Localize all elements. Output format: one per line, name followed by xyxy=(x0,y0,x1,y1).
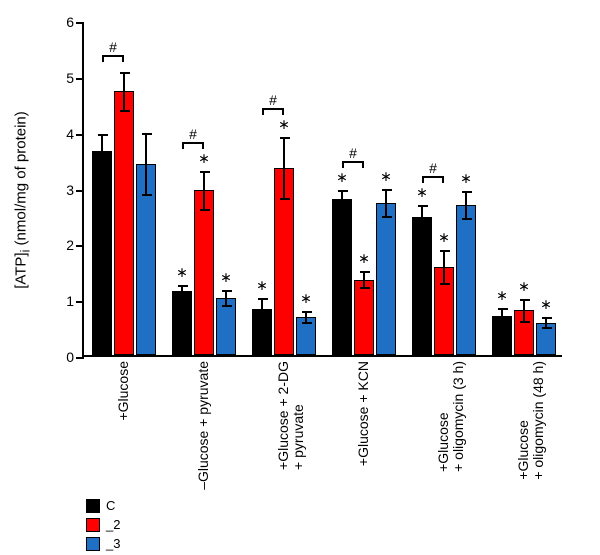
significance-hash: # xyxy=(189,126,197,142)
y-tick-label: 0 xyxy=(66,349,74,365)
legend-label: _2 xyxy=(106,517,120,532)
significance-hash: # xyxy=(349,145,357,161)
x-category-label: –Glucose + pyruvate xyxy=(196,361,211,490)
bar xyxy=(92,151,112,355)
y-tick xyxy=(76,134,84,136)
significance-star: ∗ xyxy=(336,169,348,186)
bar xyxy=(354,280,374,355)
significance-bracket: # xyxy=(182,142,204,149)
error-bar xyxy=(283,137,285,198)
bar xyxy=(114,91,134,355)
significance-star: ∗ xyxy=(496,287,508,304)
significance-bracket: # xyxy=(422,176,444,183)
figure: 0123456#+Glucose∗∗∗#–Glucose + pyruvate∗… xyxy=(0,0,600,550)
significance-star: ∗ xyxy=(256,277,268,294)
error-bar xyxy=(261,298,263,320)
error-bar xyxy=(501,308,503,325)
significance-star: ∗ xyxy=(278,116,290,133)
error-bar xyxy=(203,171,205,210)
significance-star: ∗ xyxy=(416,184,428,201)
y-tick xyxy=(76,245,84,247)
significance-bracket: # xyxy=(342,161,364,168)
error-bar xyxy=(123,72,125,111)
legend-label: C xyxy=(106,498,115,513)
error-bar xyxy=(385,189,387,217)
significance-star: ∗ xyxy=(518,278,530,295)
y-tick-label: 2 xyxy=(66,237,74,253)
significance-star: ∗ xyxy=(300,290,312,307)
error-bar xyxy=(443,250,445,284)
y-tick xyxy=(76,190,84,192)
bar xyxy=(172,291,192,355)
x-category-label: +Glucose+ oligomycin (48 h) xyxy=(516,361,547,480)
bar xyxy=(376,203,396,355)
significance-star: ∗ xyxy=(220,269,232,286)
significance-hash: # xyxy=(429,160,437,176)
significance-star: ∗ xyxy=(358,250,370,267)
error-bar xyxy=(225,290,227,307)
significance-bracket: # xyxy=(102,55,124,62)
x-category-label: +Glucose+ oligomycin (3 h) xyxy=(436,361,467,472)
error-bar xyxy=(305,311,307,322)
y-tick xyxy=(76,357,84,359)
x-category-label: +Glucose + 2-DG+ pyruvate xyxy=(276,361,307,470)
legend-swatch xyxy=(86,537,100,551)
bar xyxy=(332,199,352,355)
legend-item: C xyxy=(86,498,120,513)
bar xyxy=(412,217,432,355)
y-tick-label: 1 xyxy=(66,293,74,309)
y-axis-label: [ATP]i (nmol/mg of protein) xyxy=(12,32,32,367)
error-bar xyxy=(545,317,547,328)
significance-star: ∗ xyxy=(198,150,210,167)
legend: C _2 _3 xyxy=(86,494,120,555)
bar xyxy=(456,205,476,355)
error-bar xyxy=(523,299,525,321)
error-bar xyxy=(465,191,467,219)
error-bar xyxy=(363,271,365,288)
significance-star: ∗ xyxy=(176,264,188,281)
significance-hash: # xyxy=(109,39,117,55)
legend-swatch xyxy=(86,499,100,513)
y-tick xyxy=(76,301,84,303)
legend-label: _3 xyxy=(106,536,120,551)
error-bar xyxy=(101,134,103,168)
plot-area: 0123456#+Glucose∗∗∗#–Glucose + pyruvate∗… xyxy=(82,22,562,357)
legend-item: _3 xyxy=(86,536,120,551)
error-bar xyxy=(341,190,343,207)
significance-bracket: # xyxy=(262,108,284,115)
legend-swatch xyxy=(86,518,100,532)
significance-star: ∗ xyxy=(460,170,472,187)
error-bar xyxy=(421,205,423,227)
significance-star: ∗ xyxy=(380,168,392,185)
legend-item: _2 xyxy=(86,517,120,532)
y-tick-label: 5 xyxy=(66,70,74,86)
bar xyxy=(194,190,214,355)
y-tick-label: 3 xyxy=(66,182,74,198)
x-category-label: +Glucose xyxy=(116,361,131,421)
error-bar xyxy=(181,285,183,296)
significance-star: ∗ xyxy=(540,296,552,313)
y-tick xyxy=(76,22,84,24)
significance-hash: # xyxy=(269,92,277,108)
error-bar xyxy=(145,133,147,194)
y-tick-label: 4 xyxy=(66,126,74,142)
y-tick xyxy=(76,78,84,80)
x-category-label: +Glucose + KCN xyxy=(356,361,371,466)
y-tick-label: 6 xyxy=(66,14,74,30)
significance-star: ∗ xyxy=(438,229,450,246)
